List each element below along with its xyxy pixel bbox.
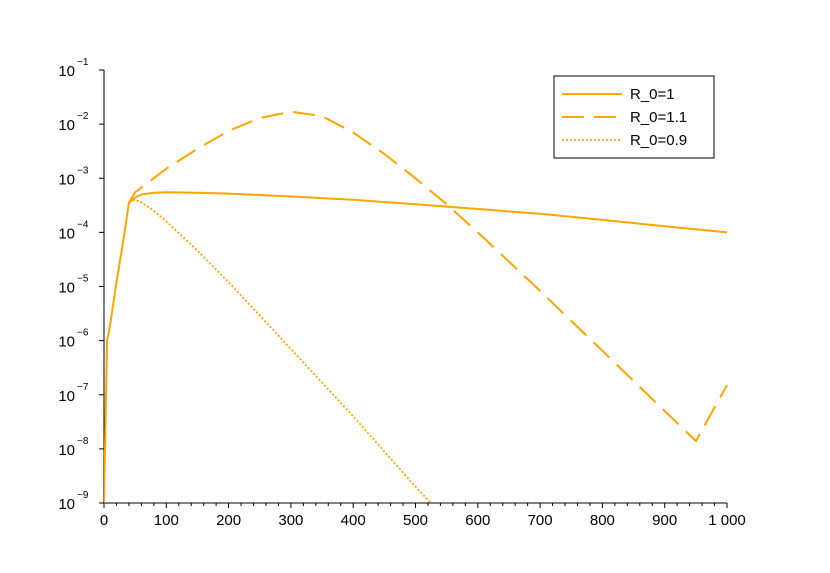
y-tick-label: 10	[58, 225, 75, 242]
x-tick-label: 800	[590, 512, 615, 529]
x-tick-label: 400	[341, 512, 366, 529]
legend-label: R_0=1	[630, 86, 675, 103]
y-tick-label: 10	[58, 117, 75, 134]
y-tick-exponent: −6	[77, 328, 89, 339]
series-line-r-0-1	[104, 191, 728, 503]
y-tick-exponent: −9	[77, 490, 89, 501]
y-tick-exponent: −3	[77, 165, 89, 176]
y-tick-exponent: −8	[77, 436, 89, 447]
y-tick-label: 10	[58, 334, 75, 351]
y-tick-exponent: −1	[77, 57, 89, 68]
legend-label: R_0=0.9	[630, 132, 687, 149]
y-tick-label: 10	[58, 171, 75, 188]
legend: R_0=1 R_0=1.1 R_0=0.9	[553, 75, 715, 159]
x-tick-label: 1 000	[708, 512, 746, 529]
y-tick-label: 10	[58, 63, 75, 80]
x-tick-label: 900	[652, 512, 677, 529]
x-tick-label: 700	[528, 512, 553, 529]
x-tick-label: 300	[278, 512, 303, 529]
series-line-r-0-1-1	[128, 110, 728, 442]
y-tick-label: 10	[58, 496, 75, 513]
y-tick-label: 10	[58, 442, 75, 459]
y-tick-exponent: −4	[77, 219, 89, 230]
x-tick-label: 500	[403, 512, 428, 529]
x-tick-label: 100	[154, 512, 179, 529]
y-ticks: 10−910−810−710−610−510−410−310−210−1	[58, 57, 104, 513]
y-tick-exponent: −7	[77, 382, 89, 393]
axes: 0 100 200 300 400 500 600 700 800 900 1 000 10−910…	[58, 57, 745, 529]
y-tick-exponent: −5	[77, 274, 89, 285]
series-line-r-0-0-9	[128, 198, 541, 503]
series-group	[104, 110, 728, 503]
y-tick-label: 10	[58, 388, 75, 405]
x-ticks: 0 100 200 300 400 500 600 700 800 900 1 000	[100, 503, 746, 529]
x-tick-label: 0	[100, 512, 108, 529]
y-tick-label: 10	[58, 280, 75, 297]
x-tick-label: 200	[216, 512, 241, 529]
y-tick-exponent: −2	[77, 111, 89, 122]
legend-label: R_0=1.1	[630, 109, 687, 126]
x-tick-label: 600	[465, 512, 490, 529]
